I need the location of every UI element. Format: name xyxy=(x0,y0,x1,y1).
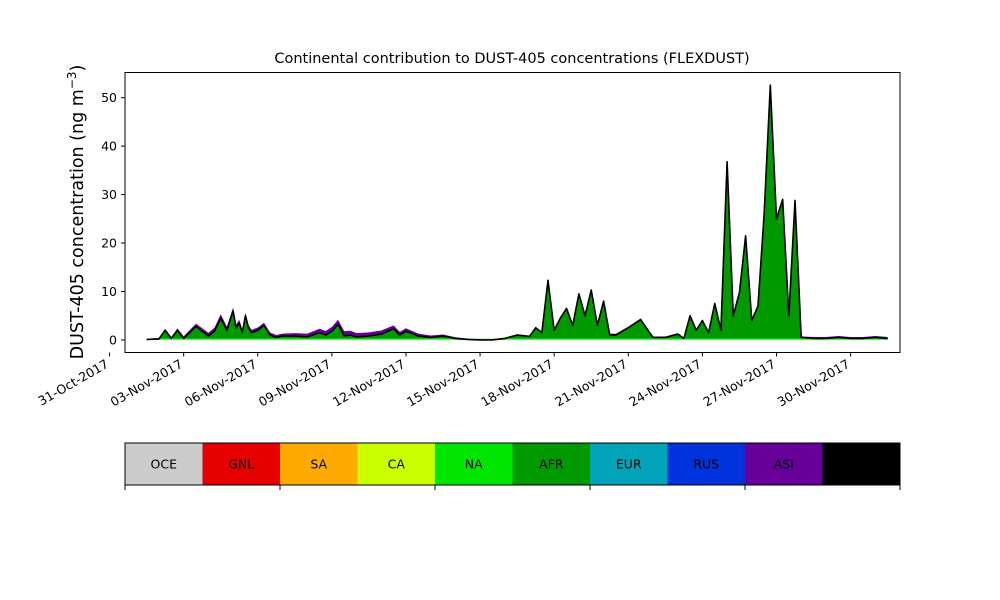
legend-swatch-oce xyxy=(125,443,203,485)
y-axis-label: DUST-405 concentration (ng m−3) xyxy=(65,65,88,360)
legend-swatch-na xyxy=(435,443,513,485)
area-asi xyxy=(146,84,888,340)
legend-label-sa: SA xyxy=(310,457,327,472)
legend-swatch-asi xyxy=(745,443,823,485)
legend-label-gnl: GNL xyxy=(228,457,254,472)
axes-frame xyxy=(124,72,901,353)
chart-title: Continental contribution to DUST-405 con… xyxy=(274,51,749,67)
legend-swatch-sa xyxy=(280,443,358,485)
x-tick-label: 12-Nov-2017 xyxy=(330,356,407,409)
x-tick-label: 27-Nov-2017 xyxy=(701,356,778,409)
legend-swatch-gnl xyxy=(202,443,280,485)
total-line xyxy=(146,84,888,341)
data-layer xyxy=(146,84,888,341)
x-tick-label: 24-Nov-2017 xyxy=(626,356,703,409)
x-tick-label: 15-Nov-2017 xyxy=(404,356,481,409)
y-axis-label-main: DUST-405 concentration (ng m xyxy=(68,89,88,359)
x-tick-label: 31-Oct-2017 xyxy=(35,356,111,408)
x-tick-label: 03-Nov-2017 xyxy=(108,356,185,409)
y-tick-label: 0 xyxy=(109,332,117,347)
legend-label-ca: CA xyxy=(388,457,406,472)
x-tick-label: 18-Nov-2017 xyxy=(478,356,555,409)
legend-swatch-ca xyxy=(357,443,435,485)
legend-frame xyxy=(124,442,901,486)
legend-label-eur: EUR xyxy=(616,457,642,472)
x-tick-label: 30-Nov-2017 xyxy=(775,356,852,409)
legend-label-na: NA xyxy=(465,457,483,472)
x-axis: 31-Oct-201703-Nov-201706-Nov-201709-Nov-… xyxy=(35,352,852,410)
x-tick-label: 09-Nov-2017 xyxy=(256,356,333,409)
legend-swatch-afr xyxy=(512,443,590,485)
y-tick-label: 40 xyxy=(101,139,117,154)
legend-label-rus: RUS xyxy=(693,457,719,472)
x-tick-label: 21-Nov-2017 xyxy=(552,356,629,409)
legend-label-oce: OCE xyxy=(151,457,178,472)
legend-label-asi: ASI xyxy=(774,457,794,472)
plot-area xyxy=(124,72,901,353)
x-tick-label: 06-Nov-2017 xyxy=(182,356,259,409)
y-tick-label: 50 xyxy=(101,90,117,105)
legend-swatch-rus xyxy=(667,443,745,485)
legend-colorbar: OCE GNL SA CA NA AFR EUR RUS ASI AUS xyxy=(124,442,901,490)
legend-swatch-aus xyxy=(822,443,900,485)
legend-swatch-eur xyxy=(590,443,668,485)
y-tick-label: 10 xyxy=(101,284,117,299)
y-axis-label-superscript: −3 xyxy=(65,71,79,89)
legend-label-afr: AFR xyxy=(539,457,564,472)
y-axis-label-close: ) xyxy=(68,65,88,72)
y-tick-label: 30 xyxy=(101,187,117,202)
y-axis: 0 10 20 30 40 50 xyxy=(101,90,125,347)
y-tick-label: 20 xyxy=(101,236,117,251)
legend-label-aus: AUS xyxy=(848,457,874,472)
